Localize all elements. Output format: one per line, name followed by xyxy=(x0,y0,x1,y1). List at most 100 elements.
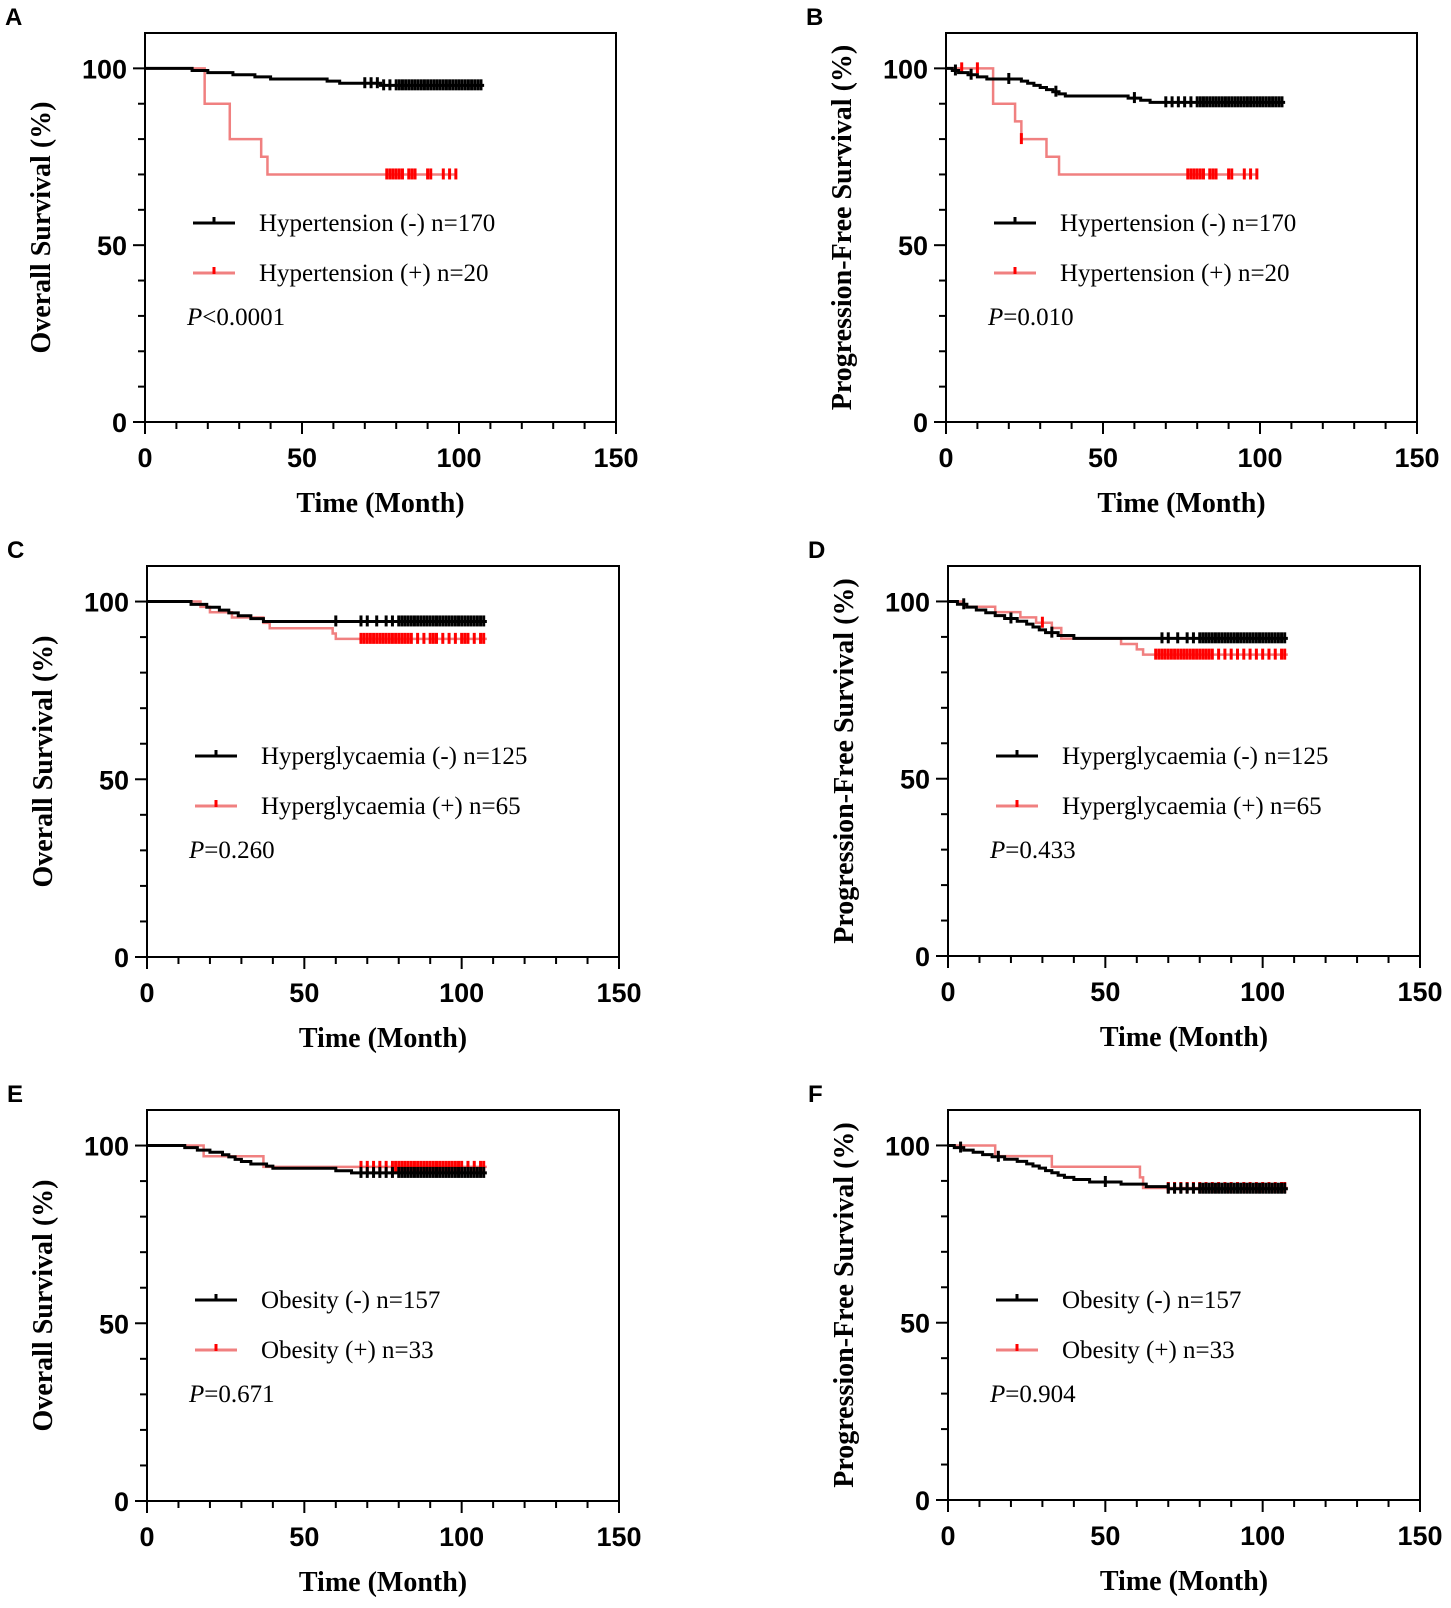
panel-E: E 0 50 100 150 0 50 100 Time (Month) Overall Surv… xyxy=(7,1081,642,1598)
y-axis-title: Progression-Free Survival (%) xyxy=(829,578,860,944)
x-tick-label: 150 xyxy=(596,978,641,1008)
panel-F: F 0 50 100 150 0 50 100 Time (Month) Progression-… xyxy=(808,1081,1443,1597)
x-tick-label: 0 xyxy=(139,978,154,1008)
y-tick-label: 50 xyxy=(97,231,127,261)
x-tick-label: 100 xyxy=(439,1522,484,1552)
panel-letter: A xyxy=(5,4,22,31)
p-symbol: P xyxy=(188,837,204,864)
y-tick-label: 50 xyxy=(900,1309,930,1339)
x-tick-label: 0 xyxy=(938,443,953,473)
x-tick-label: 150 xyxy=(1397,1521,1442,1551)
legend-label: Hypertension (+) n=20 xyxy=(259,260,489,287)
y-tick-label: 50 xyxy=(900,765,930,795)
x-axis-title: Time (Month) xyxy=(296,488,464,519)
p-symbol: P xyxy=(188,1381,204,1408)
y-tick-label: 100 xyxy=(885,1131,930,1161)
panel-letter: F xyxy=(808,1081,823,1108)
x-tick-label: 0 xyxy=(940,1521,955,1551)
survival-curve-positive xyxy=(145,67,456,176)
p-value-annotation: P=0.433 xyxy=(989,837,1076,864)
survival-curve-negative xyxy=(946,66,1286,104)
p-value-text: =0.260 xyxy=(204,837,274,864)
y-tick-label: 100 xyxy=(82,54,127,84)
p-symbol: P xyxy=(989,1381,1005,1408)
legend-label: Obesity (-) n=157 xyxy=(1062,1287,1241,1314)
x-tick-label: 150 xyxy=(593,443,638,473)
p-value-annotation: P=0.010 xyxy=(987,304,1074,331)
x-tick-label: 100 xyxy=(436,443,481,473)
x-tick-label: 100 xyxy=(1240,1521,1285,1551)
x-tick-label: 50 xyxy=(1090,1521,1120,1551)
x-axis-title: Time (Month) xyxy=(1100,1022,1268,1053)
x-tick-label: 50 xyxy=(1088,443,1118,473)
x-tick-label: 0 xyxy=(139,1522,154,1552)
x-tick-label: 50 xyxy=(287,443,317,473)
panel-letter: C xyxy=(7,537,24,564)
x-axis-title: Time (Month) xyxy=(1097,488,1265,519)
y-tick-label: 50 xyxy=(99,1309,129,1339)
survival-curve-positive xyxy=(946,67,1257,176)
survival-curve-negative xyxy=(147,1144,487,1175)
y-axis-title: Overall Survival (%) xyxy=(28,636,59,888)
x-tick-label: 50 xyxy=(289,1522,319,1552)
y-tick-label: 0 xyxy=(114,1487,129,1517)
y-tick-label: 50 xyxy=(99,765,129,795)
legend-label: Hypertension (+) n=20 xyxy=(1060,260,1290,287)
plot-frame xyxy=(945,32,1418,423)
legend-label: Hypertension (-) n=170 xyxy=(259,210,495,237)
p-value-text: =0.671 xyxy=(204,1381,274,1408)
y-tick-label: 0 xyxy=(915,1486,930,1516)
plot-frame xyxy=(947,1109,1421,1501)
y-tick-label: 100 xyxy=(84,588,129,618)
y-axis-title: Overall Survival (%) xyxy=(28,1180,59,1432)
x-tick-label: 0 xyxy=(940,977,955,1007)
panel-letter: D xyxy=(808,537,825,564)
legend-label: Obesity (+) n=33 xyxy=(261,1337,434,1364)
x-tick-label: 150 xyxy=(1397,977,1442,1007)
y-tick-label: 50 xyxy=(898,231,928,261)
p-symbol: P xyxy=(989,837,1005,864)
survival-curve-negative xyxy=(147,600,487,623)
x-tick-label: 50 xyxy=(1090,977,1120,1007)
p-value-annotation: P=0.671 xyxy=(188,1381,275,1408)
p-value-text: =0.904 xyxy=(1005,1381,1076,1408)
panel-letter: E xyxy=(7,1081,23,1108)
y-tick-label: 100 xyxy=(883,54,928,84)
legend-label: Hyperglycaemia (+) n=65 xyxy=(261,793,521,820)
panel-D: D 0 50 100 150 0 50 100 Time (Month) Progression-… xyxy=(808,537,1443,1053)
x-tick-label: 150 xyxy=(1394,443,1439,473)
p-symbol: P xyxy=(987,304,1003,331)
y-axis-title: Progression-Free Survival (%) xyxy=(829,1122,860,1488)
panel-B: B 0 50 100 150 0 50 100 Time (Month) Progression-… xyxy=(806,4,1440,519)
y-tick-label: 100 xyxy=(885,587,930,617)
p-value-text: =0.010 xyxy=(1003,304,1073,331)
x-axis-title: Time (Month) xyxy=(299,1567,467,1598)
x-tick-label: 100 xyxy=(1240,977,1285,1007)
panel-letter: B xyxy=(806,4,823,31)
y-tick-label: 0 xyxy=(913,408,928,438)
y-tick-label: 0 xyxy=(114,943,129,973)
legend-label: Hyperglycaemia (-) n=125 xyxy=(261,743,527,770)
y-axis-title: Overall Survival (%) xyxy=(26,102,57,354)
legend-label: Obesity (-) n=157 xyxy=(261,1287,440,1314)
legend-label: Hypertension (-) n=170 xyxy=(1060,210,1296,237)
panel-C: C 0 50 100 150 0 50 100 Time (Month) Overall Surv… xyxy=(7,537,642,1054)
p-value-text: <0.0001 xyxy=(202,304,285,331)
y-tick-label: 0 xyxy=(915,942,930,972)
y-tick-label: 100 xyxy=(84,1132,129,1162)
p-value-annotation: P<0.0001 xyxy=(186,304,285,331)
x-tick-label: 100 xyxy=(1237,443,1282,473)
plot-frame xyxy=(144,32,617,423)
x-tick-label: 100 xyxy=(439,978,484,1008)
legend-label: Hyperglycaemia (-) n=125 xyxy=(1062,743,1328,770)
legend-label: Hyperglycaemia (+) n=65 xyxy=(1062,793,1322,820)
plot-frame xyxy=(947,565,1421,957)
p-value-text: =0.433 xyxy=(1005,837,1075,864)
x-axis-title: Time (Month) xyxy=(299,1023,467,1054)
p-value-annotation: P=0.904 xyxy=(989,1381,1076,1408)
legend-label: Obesity (+) n=33 xyxy=(1062,1337,1235,1364)
x-axis-title: Time (Month) xyxy=(1100,1566,1268,1597)
survival-curve-positive xyxy=(948,600,1288,656)
plot-frame xyxy=(146,565,620,958)
